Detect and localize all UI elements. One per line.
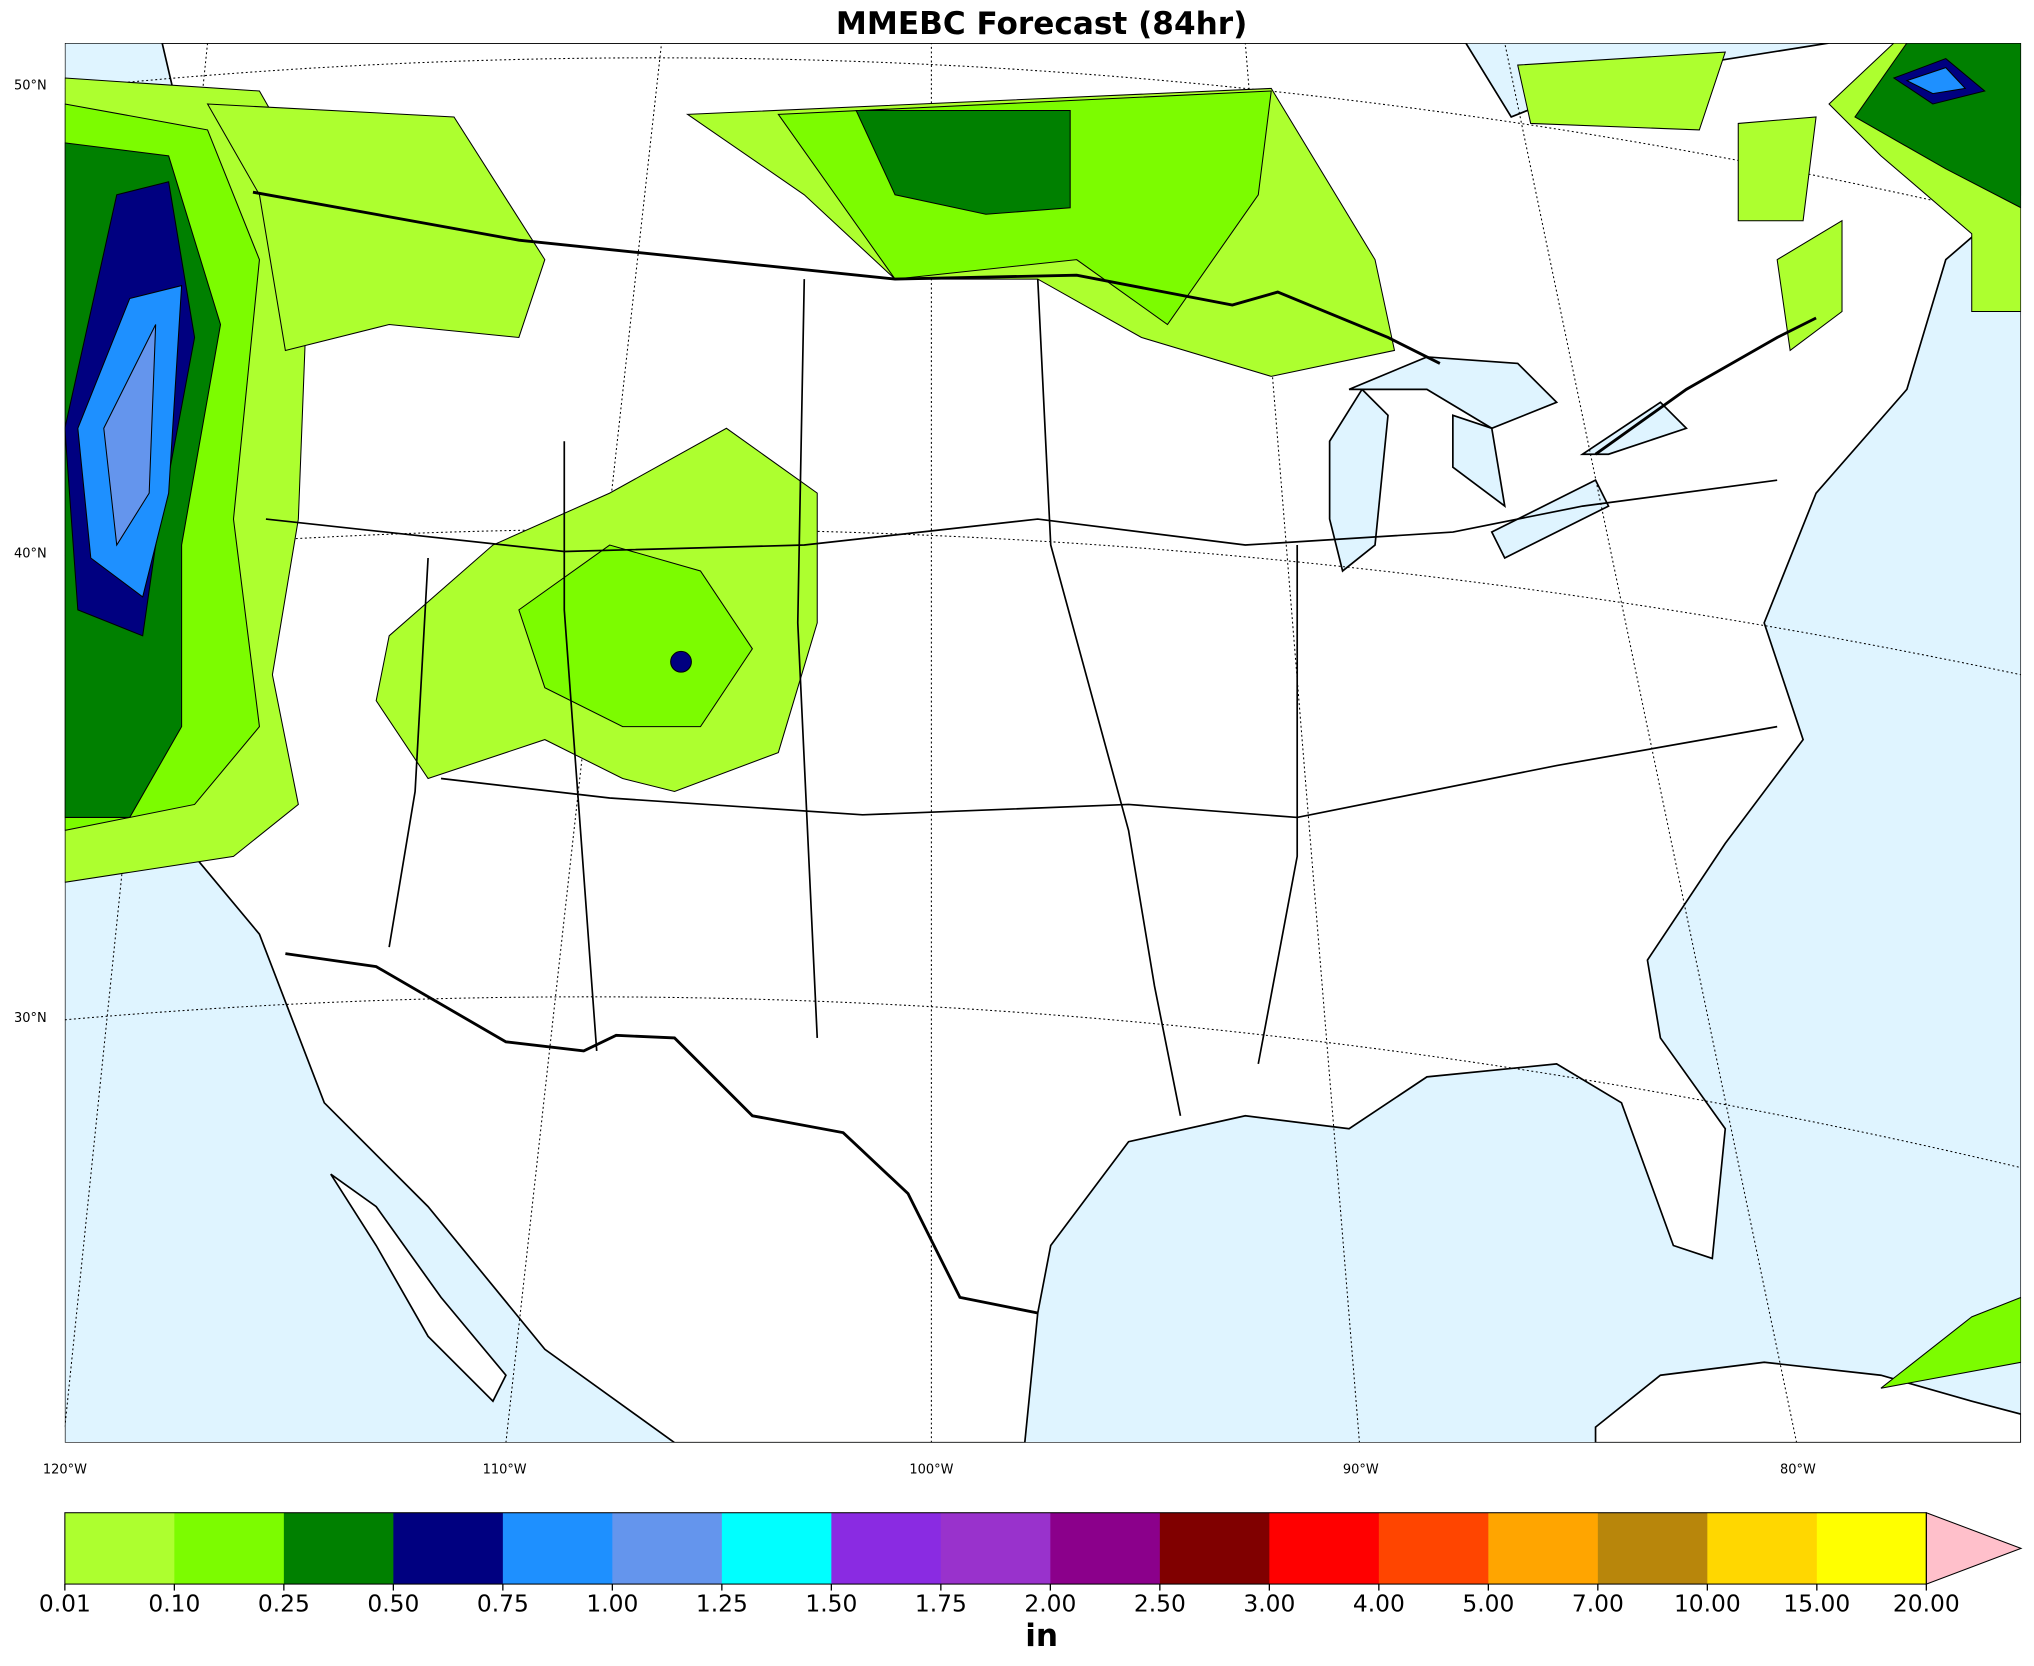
colorbar-tick-label: 1.50 <box>805 1589 857 1617</box>
precipitation <box>64 43 2022 1389</box>
lon-label: 120°W <box>43 1462 87 1477</box>
colorbar-tick-label: 1.25 <box>696 1589 748 1617</box>
colorbar-bin <box>1050 1512 1161 1585</box>
colorbar-bin <box>283 1512 395 1585</box>
colorbar-frame <box>64 1512 1927 1585</box>
baja <box>330 1173 507 1403</box>
colorbar-bin <box>1488 1512 1599 1585</box>
colorbar-tick-label: 2.00 <box>1024 1589 1076 1617</box>
lat-label: 30°N <box>14 1011 47 1026</box>
colorbar-tick-label: 1.75 <box>915 1589 967 1617</box>
colorbar-bin <box>612 1512 723 1585</box>
colorbar-bin <box>1597 1512 1708 1585</box>
colorbar-bin <box>1816 1512 1927 1585</box>
colorbar-tick-label: 20.00 <box>1893 1589 1960 1617</box>
colorbar-tick-label: 15.00 <box>1783 1589 1850 1617</box>
map <box>64 43 2022 1443</box>
colorbar-bin <box>174 1512 285 1585</box>
axis-labels: 50°N 40°N 30°N 120°W 110°W 100°W 90°W 80… <box>14 78 1816 1477</box>
colorbar-tick-label: 1.00 <box>586 1589 638 1617</box>
colorbar-tick-label: 0.75 <box>477 1589 529 1617</box>
lon-label: 90°W <box>1343 1462 1379 1477</box>
colorbar-tick-label: 3.00 <box>1243 1589 1295 1617</box>
colorbar-bin <box>1269 1512 1380 1585</box>
colorbar-tick-label: 4.00 <box>1353 1589 1405 1617</box>
title: MMEBC Forecast (84hr) <box>836 6 1247 42</box>
colorbar-bin <box>831 1512 942 1585</box>
colorbar-tick-label: 0.50 <box>367 1589 419 1617</box>
colorbar-bin <box>393 1512 504 1585</box>
colorbar-tick-label: 0.10 <box>148 1589 200 1617</box>
colorbar-tick-label: 7.00 <box>1572 1589 1624 1617</box>
colorbar-bin <box>1378 1512 1489 1585</box>
cuba <box>1594 1361 2022 1443</box>
colorbar-extend <box>1925 1511 2023 1585</box>
colorbar-unit: in <box>1025 1618 1058 1654</box>
colorbar-bin <box>502 1512 614 1585</box>
colorbar-tick-label: 0.25 <box>258 1589 310 1617</box>
lon-label: 80°W <box>1780 1462 1816 1477</box>
colorbar-bin <box>1707 1512 1818 1585</box>
colorbar-bin <box>940 1512 1051 1585</box>
colorbar-bin <box>1159 1512 1270 1585</box>
great-lakes <box>1328 356 1688 573</box>
borders <box>252 190 1817 1315</box>
colorbar-bin <box>64 1512 176 1585</box>
lon-label: 110°W <box>483 1462 527 1477</box>
colorbar-tick-label: 0.01 <box>39 1589 91 1617</box>
colorbar: 0.01 0.10 0.25 0.50 0.75 1.00 1.25 1.50 1.75 2.00… <box>39 1511 2023 1617</box>
colorbar-tick-label: 10.00 <box>1674 1589 1741 1617</box>
lat-label: 40°N <box>14 547 47 562</box>
colorbar-bin <box>721 1512 832 1585</box>
colorbar-tick-label: 5.00 <box>1462 1589 1514 1617</box>
colorbar-tick-label: 2.50 <box>1134 1589 1186 1617</box>
lat-label: 50°N <box>14 78 47 93</box>
lon-label: 100°W <box>909 1462 953 1477</box>
